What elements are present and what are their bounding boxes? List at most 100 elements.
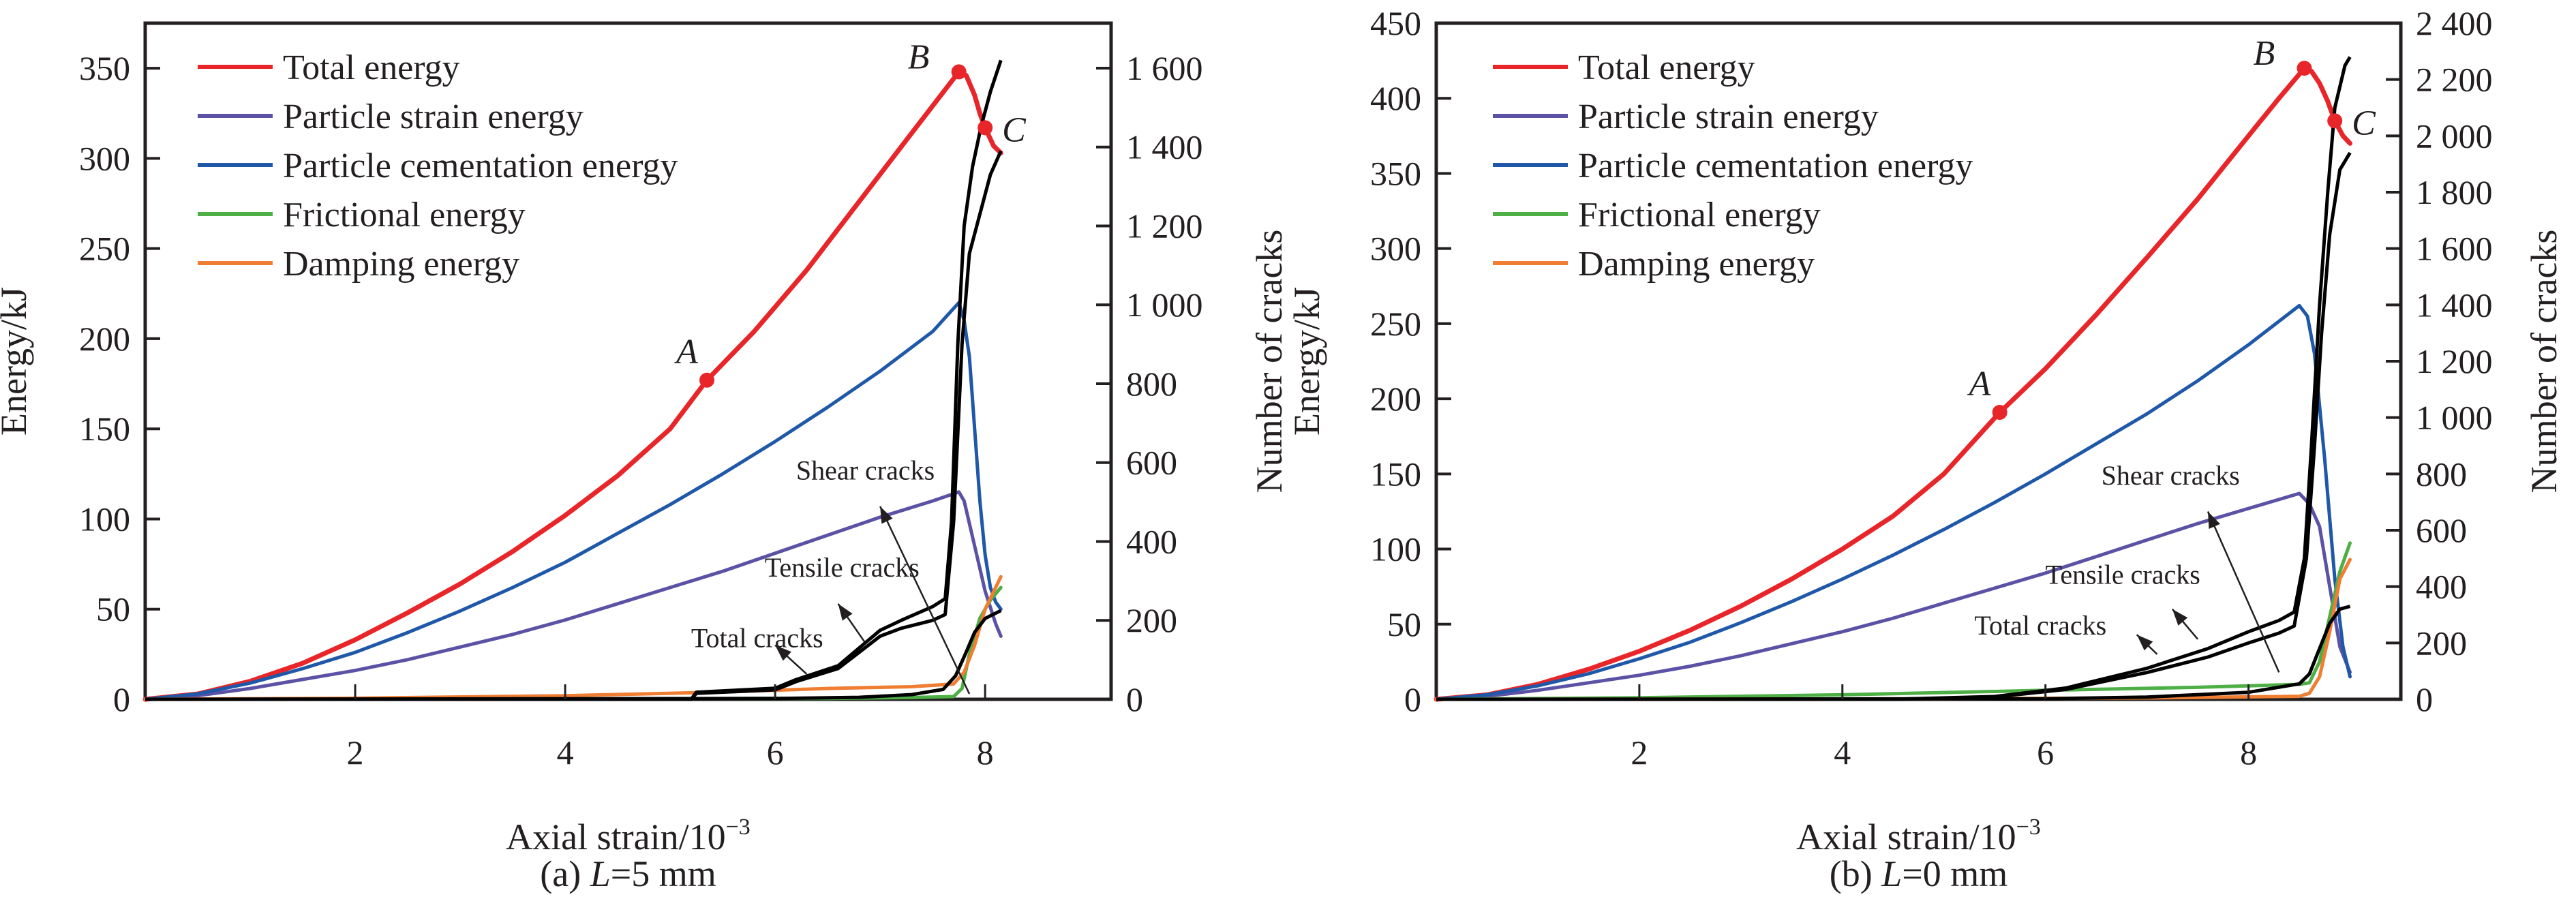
series-particle-strain-energy	[1434, 491, 2352, 701]
panel-caption: (b) L=0 mm	[1830, 853, 2007, 894]
panel-a: A B C Shear cracks Tensile cracks Total crack…	[0, 21, 1290, 894]
x-axis-title-exponent: −3	[2016, 814, 2041, 840]
series-shear-cracks	[1436, 151, 2352, 701]
x-tick-label: 8	[2240, 733, 2257, 772]
legend-label: Damping energy	[1578, 245, 1815, 284]
x-axis-title-text: Axial strain/10	[506, 817, 725, 857]
y-left-tick-label: 250	[79, 230, 130, 268]
annotation-arrow-head	[2208, 511, 2220, 530]
marker-point-a	[699, 372, 715, 388]
y-left-tick-label: 0	[1404, 680, 1421, 718]
annotation-arrow-head	[838, 603, 853, 621]
x-tick-label: 6	[2037, 733, 2054, 772]
x-tick-label: 4	[557, 733, 574, 772]
legend-label: Particle strain energy	[283, 97, 584, 136]
annotation-shear-cracks: Shear cracks	[796, 455, 935, 485]
annotation-arrow-head	[2172, 609, 2188, 626]
series-particle-cementation-energy	[1434, 303, 2352, 701]
caption-italic: L	[1881, 853, 1902, 894]
caption-suffix: =0 mm	[1902, 853, 2007, 894]
y-left-tick-label: 450	[1370, 4, 1421, 42]
y-left-tick-label: 300	[1370, 230, 1421, 268]
marker-point-c	[978, 120, 993, 136]
x-tick-label: 2	[347, 733, 364, 772]
series-damping-energy	[143, 575, 1003, 701]
x-axis-title-exponent: −3	[726, 814, 751, 840]
marker-point-a	[1992, 404, 2007, 420]
series-total-energy	[1434, 65, 2352, 702]
y-left-tick-label: 400	[1370, 79, 1421, 117]
legend-label: Damping energy	[283, 245, 519, 284]
y-left-tick-label: 150	[79, 410, 130, 448]
y-right-axis-title: Number of cracks	[1249, 230, 1290, 493]
y-right-tick-label: 2 200	[2416, 61, 2493, 99]
y-right-tick-label: 0	[1126, 680, 1143, 718]
y-right-tick-label: 1 000	[1126, 286, 1203, 324]
y-left-tick-label: 250	[1370, 305, 1421, 343]
annotation-arrow-head	[880, 506, 893, 524]
panel-b: A B C Shear cracks Tensile cracks Total crack…	[1286, 4, 2564, 894]
series-shear-cracks	[145, 150, 1003, 701]
legend-label: Frictional energy	[1578, 196, 1821, 234]
annotation-arrow-head	[775, 645, 791, 661]
y-left-tick-label: 150	[1370, 455, 1421, 493]
series-tensile-cracks	[145, 609, 1002, 701]
y-right-tick-label: 1 400	[1126, 128, 1203, 166]
marker-label-c: C	[2352, 104, 2376, 142]
x-tick-label: 8	[977, 733, 994, 772]
caption-prefix: (b)	[1830, 853, 1881, 894]
y-left-tick-label: 200	[1370, 380, 1421, 418]
series-tensile-cracks	[1436, 605, 2351, 701]
y-right-tick-label: 800	[1126, 365, 1177, 403]
y-left-tick-label: 100	[79, 500, 130, 538]
y-left-tick-label: 200	[79, 320, 130, 358]
annotation-tensile-cracks: Tensile cracks	[765, 552, 920, 583]
caption-suffix: =5 mm	[611, 853, 716, 894]
x-tick-label: 6	[767, 733, 784, 772]
legend-label: Particle strain energy	[1578, 97, 1879, 136]
y-right-tick-label: 200	[1126, 601, 1177, 639]
y-right-tick-label: 1 400	[2416, 286, 2493, 324]
y-right-tick-label: 1 600	[2416, 230, 2493, 268]
marker-label-b: B	[908, 37, 930, 76]
annotation-total-cracks: Total cracks	[691, 622, 823, 653]
y-right-tick-label: 1 600	[1126, 49, 1203, 87]
series-particle-cementation-energy	[143, 301, 1003, 701]
legend-label: Particle cementation energy	[1578, 147, 1973, 185]
x-axis-title: Axial strain/10−3	[506, 814, 751, 857]
y-right-tick-label: 1 000	[2416, 399, 2493, 437]
y-left-tick-label: 350	[79, 49, 130, 87]
y-left-tick-label: 350	[1370, 154, 1421, 192]
marker-point-b	[951, 64, 967, 80]
legend-label: Total energy	[1578, 48, 1755, 87]
series-particle-strain-energy	[143, 490, 1003, 701]
y-right-tick-label: 1 200	[1126, 207, 1203, 245]
panel-caption: (a) L=5 mm	[540, 853, 716, 894]
legend-label: Particle cementation energy	[283, 147, 678, 185]
y-left-tick-label: 100	[1370, 530, 1421, 568]
y-left-axis-title: Energy/kJ	[1286, 287, 1327, 436]
marker-label-a: A	[1967, 365, 1991, 403]
y-right-tick-label: 600	[2416, 511, 2467, 549]
y-right-tick-label: 600	[1126, 444, 1177, 482]
annotation-arrow-line	[2207, 511, 2280, 673]
legend-label: Total energy	[283, 48, 460, 87]
legend-label: Frictional energy	[283, 196, 526, 234]
y-right-tick-label: 1 200	[2416, 342, 2493, 380]
legend: Total energy Particle strain energy Partic…	[198, 48, 678, 284]
y-left-tick-label: 0	[113, 680, 130, 718]
annotation-shear-cracks: Shear cracks	[2102, 460, 2240, 491]
y-left-tick-label: 300	[79, 139, 130, 177]
y-right-tick-label: 400	[2416, 568, 2467, 606]
annotation-arrow-head	[2136, 635, 2153, 651]
caption-italic: L	[590, 853, 611, 894]
y-right-tick-label: 1 800	[2416, 173, 2493, 211]
y-left-axis-title: Energy/kJ	[0, 287, 34, 436]
x-axis-title: Axial strain/10−3	[1796, 814, 2041, 857]
x-tick-label: 2	[1631, 733, 1648, 772]
y-right-tick-label: 2 400	[2416, 4, 2493, 42]
y-left-tick-label: 50	[96, 590, 130, 628]
y-right-axis-title: Number of cracks	[2524, 230, 2564, 493]
